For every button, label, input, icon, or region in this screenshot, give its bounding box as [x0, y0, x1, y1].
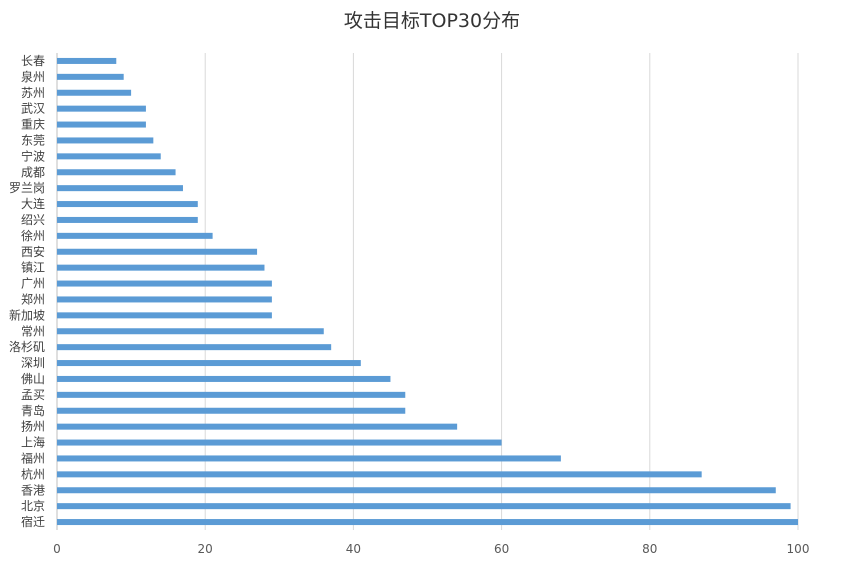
- category-label: 上海: [21, 435, 45, 450]
- bar-17: [57, 264, 265, 271]
- bar-29: [57, 73, 124, 80]
- category-label: 扬州: [21, 419, 45, 434]
- chart-title: 攻击目标TOP30分布: [343, 10, 521, 32]
- x-tick-label: 0: [53, 542, 61, 556]
- category-label: 大连: [21, 196, 45, 211]
- category-label: 宁波: [21, 148, 45, 163]
- bar-12: [57, 344, 332, 351]
- bar-24: [57, 153, 161, 160]
- bar-9: [57, 391, 406, 398]
- category-label: 成都: [21, 165, 45, 179]
- bar-7: [57, 423, 458, 430]
- category-label: 西安: [21, 244, 45, 259]
- bar-21: [57, 201, 198, 208]
- category-label: 长春: [21, 54, 45, 68]
- category-label: 香港: [21, 483, 45, 497]
- bar-16: [57, 280, 272, 287]
- bar-11: [57, 360, 361, 367]
- category-label: 罗兰岗: [9, 181, 45, 195]
- category-label: 武汉: [21, 102, 45, 116]
- bar-14: [57, 312, 272, 319]
- bar-6: [57, 439, 502, 446]
- bar-10: [57, 375, 391, 382]
- x-tick-label: 80: [642, 542, 657, 556]
- bar-3: [57, 487, 776, 494]
- category-label: 泉州: [21, 70, 45, 84]
- category-label: 东莞: [21, 133, 45, 147]
- bar-15: [57, 296, 272, 303]
- category-label: 镇江: [21, 261, 45, 275]
- bar-27: [57, 105, 146, 112]
- bar-8: [57, 407, 406, 414]
- bar-4: [57, 471, 702, 478]
- bar-23: [57, 169, 176, 176]
- category-label: 广州: [21, 277, 45, 291]
- bar-25: [57, 137, 154, 144]
- category-label: 绍兴: [21, 213, 45, 227]
- category-label: 苏州: [21, 86, 45, 100]
- category-label: 徐州: [21, 228, 45, 243]
- category-label: 宿迁: [21, 514, 45, 529]
- x-tick-label: 60: [494, 542, 509, 556]
- bar-19: [57, 232, 213, 239]
- category-label: 福州: [21, 450, 45, 465]
- category-label: 孟买: [21, 388, 45, 402]
- category-label: 洛杉矶: [9, 339, 45, 354]
- bar-13: [57, 328, 324, 335]
- bar-28: [57, 89, 132, 96]
- bar-18: [57, 248, 258, 255]
- category-label: 常州: [21, 324, 45, 338]
- x-tick-label: 40: [346, 542, 361, 556]
- bar-2: [57, 503, 791, 510]
- category-label: 杭州: [21, 466, 45, 481]
- category-label: 深圳: [21, 356, 45, 370]
- category-label: 北京: [21, 499, 45, 513]
- x-tick-label: 20: [198, 542, 213, 556]
- category-label: 佛山: [21, 372, 45, 386]
- category-label: 青岛: [21, 403, 45, 418]
- bar-26: [57, 121, 146, 128]
- category-label: 新加坡: [9, 307, 45, 322]
- bar-30: [57, 57, 117, 64]
- category-label: 郑州: [21, 291, 45, 306]
- bar-20: [57, 216, 198, 223]
- bar-1: [57, 519, 798, 526]
- bar-5: [57, 455, 561, 462]
- bar-22: [57, 185, 183, 192]
- x-tick-label: 100: [787, 542, 810, 556]
- category-label: 重庆: [21, 118, 45, 132]
